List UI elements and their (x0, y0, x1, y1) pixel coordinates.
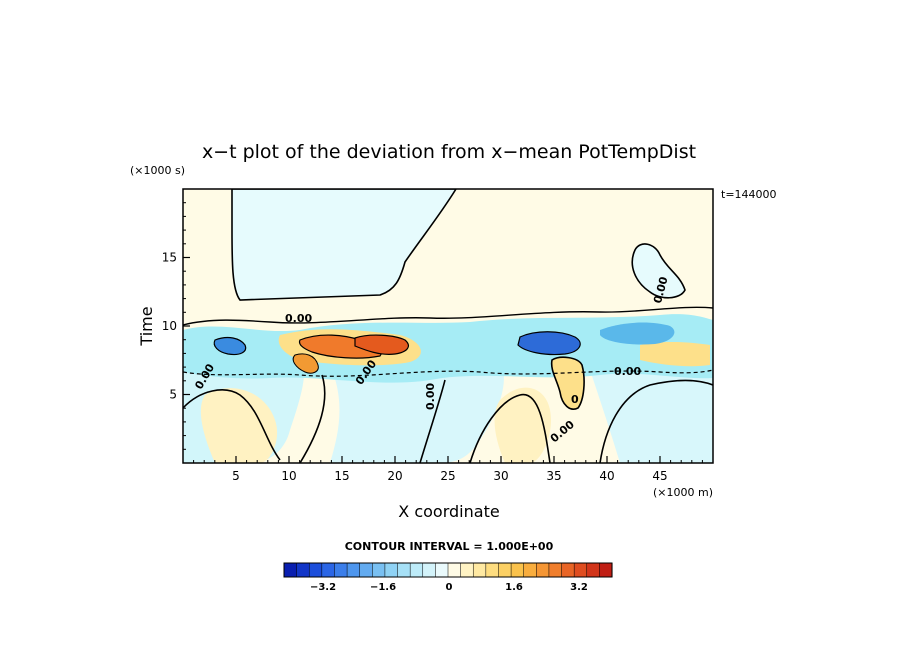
warm-band-a (200, 388, 278, 463)
zero-contour-5 (599, 379, 713, 463)
y-tick-label: 10 (162, 319, 177, 333)
x-axis: 5 10 15 20 25 30 35 40 45 (193, 456, 703, 483)
zero-contour-3 (419, 379, 446, 463)
y-tick-label: 15 (162, 251, 177, 265)
zero-contour-1 (183, 389, 281, 461)
warm-core-3 (292, 353, 319, 374)
colorbar-swatch (586, 562, 600, 578)
x-tick-label: 35 (546, 469, 561, 483)
warm-band-b (494, 387, 551, 463)
active-band-warm-b (640, 341, 710, 367)
zero-contour-2 (299, 374, 326, 463)
x-axis-label: X coordinate (398, 502, 499, 521)
colorbar-swatch (548, 562, 563, 578)
colorbar-swatch (372, 562, 386, 578)
cool-band-lower-mid (330, 360, 504, 463)
x-tick-label: 30 (493, 469, 508, 483)
colorbar-swatch (359, 562, 373, 578)
colorbar-swatch (422, 562, 436, 578)
time-stamp: t=144000 (721, 188, 777, 201)
cool-blob-right (631, 243, 686, 299)
x-tick-label: 20 (387, 469, 402, 483)
cool-core-mid (600, 322, 675, 345)
x-tick-label: 15 (334, 469, 349, 483)
colorbar-swatch (472, 562, 487, 578)
contour-label: 0.00 (424, 383, 437, 410)
colorbar-tick-label: −3.2 (310, 582, 336, 593)
colorbar-swatch (283, 562, 298, 578)
plot-area (183, 189, 713, 463)
y-tick-label: 5 (169, 388, 177, 402)
colorbar-swatch (397, 562, 411, 578)
x-unit-label: (×1000 m) (653, 486, 713, 499)
x-tick-label: 45 (652, 469, 667, 483)
colorbar-swatch (523, 562, 537, 578)
zero-contour-4 (469, 393, 551, 463)
colorbar-swatch (573, 562, 588, 578)
colorbar-frame (283, 562, 613, 578)
x-tick-label: 5 (232, 469, 240, 483)
cool-core-left (213, 336, 247, 356)
colorbar-swatch (409, 562, 424, 578)
colorbar-swatch (561, 562, 575, 578)
contour-interval: CONTOUR INTERVAL = 1.000E+00 (345, 540, 554, 553)
colorbar-swatch (346, 562, 361, 578)
chart-title: x−t plot of the deviation from x−mean Po… (202, 141, 696, 163)
warm-tongue (550, 356, 585, 410)
contour-label: 0 (571, 393, 579, 406)
colorbar-swatch (308, 562, 323, 578)
warm-core-2 (354, 334, 409, 355)
y-axis-label: Time (137, 306, 156, 346)
x-tick-label: 40 (599, 469, 614, 483)
colorbar-swatch (599, 562, 613, 578)
cool-region-upper (231, 189, 457, 301)
colorbar-swatch (321, 562, 336, 578)
colorbar: −3.2 −1.6 0 1.6 3.2 (283, 562, 613, 593)
colorbar-tick-label: 1.6 (505, 582, 523, 593)
colorbar-tick-label: 3.2 (570, 582, 588, 593)
colorbar-swatch (384, 562, 399, 578)
colorbar-tick-label: −1.6 (370, 582, 396, 593)
x-tick-label: 10 (281, 469, 296, 483)
colorbar-swatch (485, 562, 500, 578)
zero-contour-7 (183, 369, 713, 377)
colorbar-swatch (536, 562, 550, 578)
cool-band-lower-right (590, 360, 713, 463)
cool-core-right (517, 331, 581, 356)
colorbar-swatch (296, 562, 310, 578)
colorbar-swatch (460, 562, 474, 578)
y-unit-label: (×1000 s) (130, 164, 185, 177)
colorbar-swatch (334, 562, 348, 578)
colorbar-tick-label: 0 (446, 582, 453, 593)
colorbar-swatch (447, 562, 462, 578)
y-axis: 5 10 15 (162, 202, 190, 450)
contour-label: 0.00 (285, 312, 312, 325)
zero-contour-6 (183, 306, 713, 326)
colorbar-swatch (510, 562, 525, 578)
colorbar-swatch (435, 562, 449, 578)
colorbar-swatch (498, 562, 512, 578)
x-tick-label: 25 (440, 469, 455, 483)
contour-label: 0.00 (614, 365, 641, 378)
